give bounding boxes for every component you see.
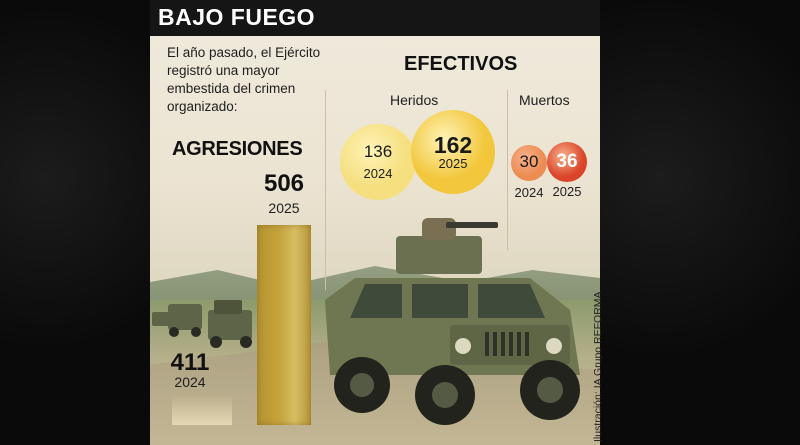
bubble-muertos-2025 [547,142,587,182]
divider [507,90,508,250]
bubble-heridos-2025 [411,110,495,194]
military-vehicles-illustration [152,218,580,425]
chart-title-agresiones: AGRESIONES [172,138,303,160]
background-left [0,0,150,445]
chart-title-efectivos: EFECTIVOS [404,53,518,75]
bar-2024-fill [172,395,232,425]
bubble-year-label: 2024 [363,166,393,181]
bubble-value-label: 30 [519,152,539,171]
humvee-icon [325,218,580,425]
divider [325,90,326,290]
page-title: BAJO FUEGO [158,4,316,30]
group-label-muertos: Muertos [519,92,570,108]
distant-convoy-icon [152,300,252,340]
title-bar [150,0,600,36]
bubble-value-label: 136 [363,142,393,161]
bubble-year-label: 2025 [552,184,582,199]
bar-value-label: 506 [263,170,305,197]
bubble-year-label: 2025 [438,156,468,171]
illustration-credit: Ilustración: IA Grupo REFORMA [592,291,604,442]
bar-2025 [257,225,311,425]
bubble-muertos-2024 [510,144,548,182]
intro-text: El año pasado, el Ejército registró una … [167,45,321,114]
bubble-heridos-2024 [339,123,417,201]
bar-year-label: 2024 [174,374,206,390]
bubble-value-label: 162 [433,132,473,158]
bar-year-label: 2025 [268,200,300,216]
bar-value-label: 411 [170,349,210,376]
group-label-heridos: Heridos [390,92,439,108]
background-right [600,0,800,445]
bubble-year-label: 2024 [514,185,544,200]
bubble-value-label: 36 [556,151,578,172]
